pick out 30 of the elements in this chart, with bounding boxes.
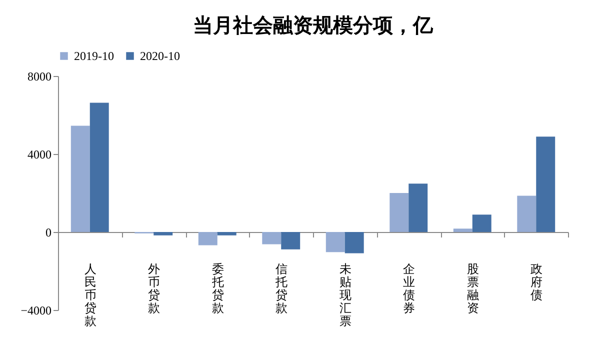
bar — [154, 232, 173, 236]
bar — [281, 232, 300, 250]
y-tick-label: 0 — [46, 226, 52, 240]
bar — [198, 232, 218, 246]
x-tick-label: 政府债 — [530, 262, 543, 302]
bar — [70, 126, 90, 232]
y-tick-label: 8000 — [28, 70, 52, 84]
bar — [408, 184, 428, 232]
x-tick-label: 企业债券 — [403, 262, 416, 315]
x-tick-label: 未贴现汇票 — [339, 262, 352, 328]
bar — [517, 196, 536, 232]
x-tick-label: 委托贷款 — [210, 262, 224, 315]
legend-label: 2019-10 — [74, 49, 114, 63]
bar — [453, 228, 472, 232]
bar — [326, 232, 345, 252]
bar — [90, 102, 109, 232]
bar — [472, 214, 492, 232]
x-tick-label: 外币贷款 — [148, 262, 160, 315]
y-tick-label: −4000 — [20, 304, 52, 318]
bar — [536, 136, 556, 232]
legend-label: 2020-10 — [140, 49, 180, 63]
x-tick-label: 信托贷款 — [274, 262, 288, 315]
bar — [217, 232, 236, 236]
x-tick-label: 人民币贷款 — [84, 262, 96, 328]
y-tick-label: 4000 — [28, 148, 52, 162]
x-tick-label: 股票融资 — [466, 262, 479, 315]
bar — [390, 193, 409, 232]
bar — [344, 232, 364, 254]
bar — [262, 232, 282, 244]
chart-title: 当月社会融资规模分项，亿 — [193, 14, 434, 37]
